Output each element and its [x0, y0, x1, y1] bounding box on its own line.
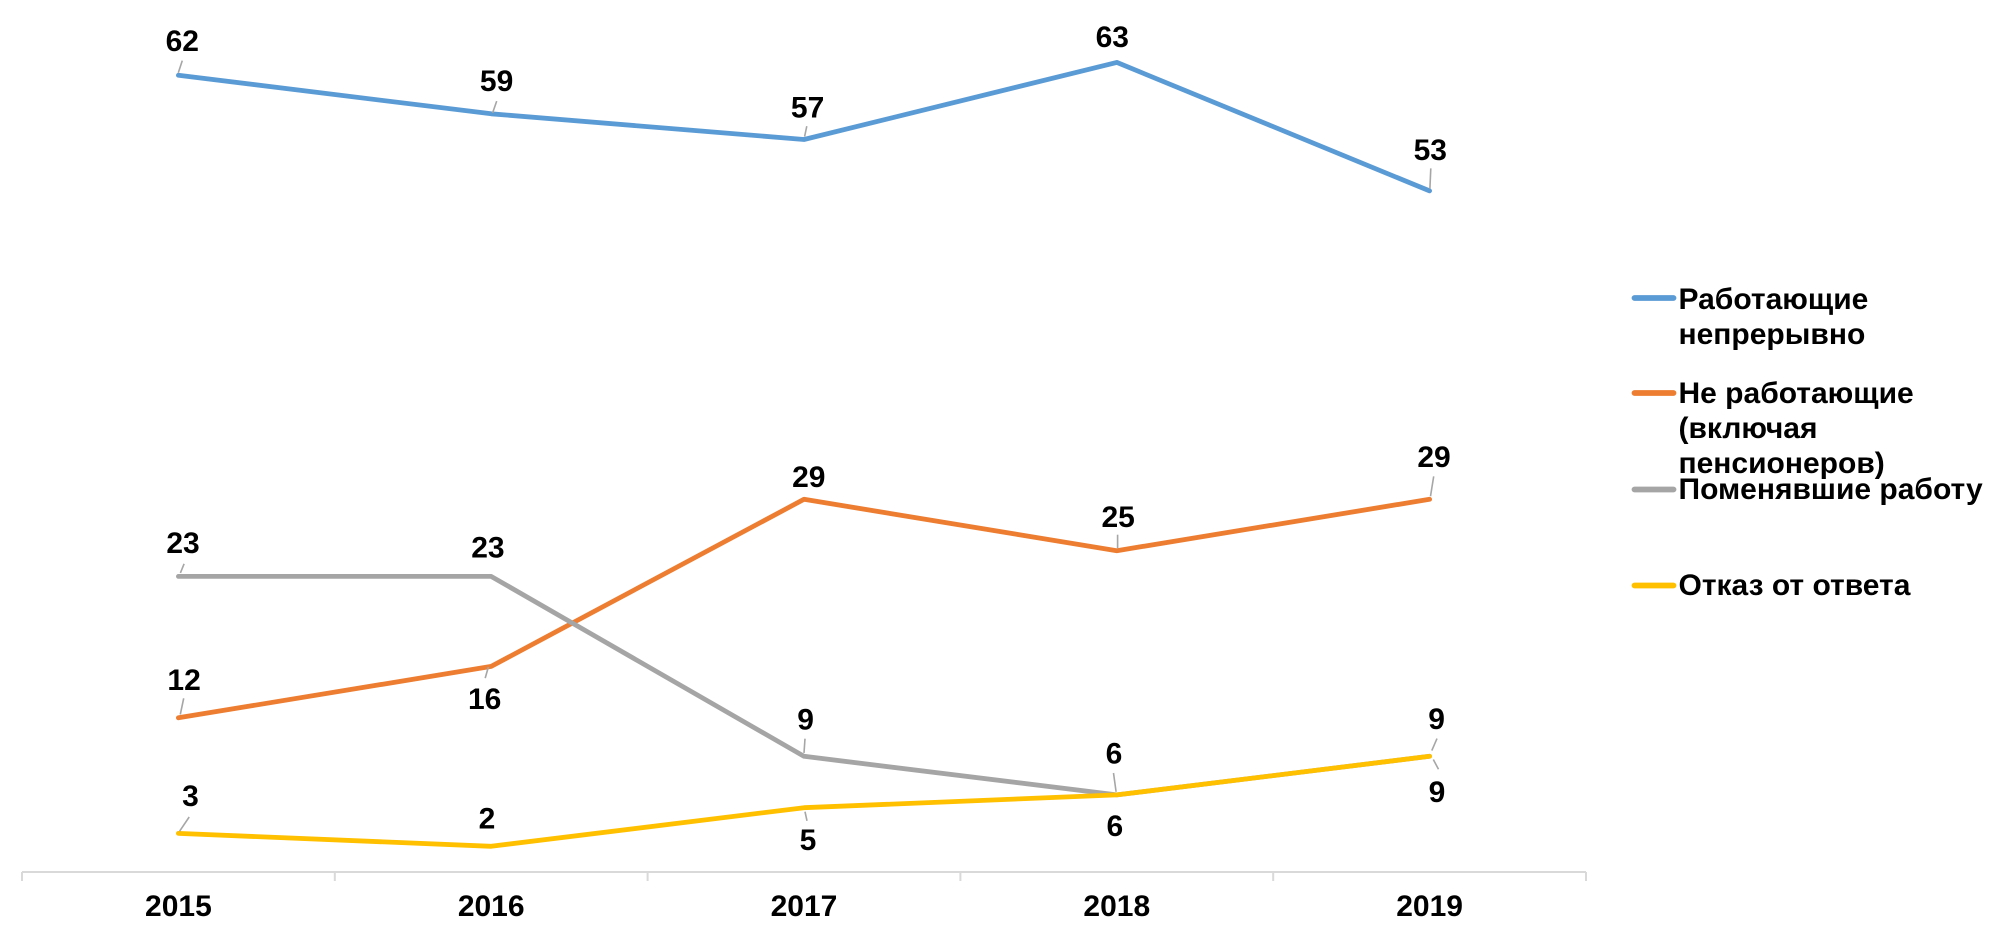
svg-text:62: 62 [166, 25, 199, 58]
svg-text:6: 6 [1106, 810, 1123, 843]
svg-text:2: 2 [479, 803, 496, 836]
svg-text:29: 29 [792, 461, 825, 494]
svg-text:25: 25 [1102, 501, 1135, 534]
svg-text:Поменявшие работу: Поменявшие работу [1679, 473, 1983, 506]
svg-text:2017: 2017 [771, 890, 838, 923]
svg-text:6: 6 [1106, 738, 1123, 771]
svg-text:23: 23 [471, 531, 504, 564]
svg-text:пенсионеров): пенсионеров) [1679, 447, 1885, 480]
svg-text:непрерывно: непрерывно [1679, 318, 1866, 351]
svg-text:63: 63 [1096, 21, 1129, 54]
svg-text:Работающие: Работающие [1679, 283, 1869, 316]
svg-text:2016: 2016 [458, 890, 525, 923]
svg-text:Не работающие: Не работающие [1679, 377, 1914, 410]
svg-text:5: 5 [800, 824, 817, 857]
svg-text:3: 3 [182, 780, 199, 813]
svg-text:59: 59 [480, 65, 513, 98]
svg-text:2019: 2019 [1396, 890, 1463, 923]
svg-text:53: 53 [1414, 134, 1447, 167]
svg-text:23: 23 [166, 527, 199, 560]
svg-text:16: 16 [468, 683, 501, 716]
svg-text:9: 9 [1428, 703, 1445, 736]
svg-text:12: 12 [167, 664, 200, 697]
svg-text:57: 57 [791, 92, 824, 125]
svg-text:29: 29 [1417, 441, 1450, 474]
svg-text:Отказ от ответа: Отказ от ответа [1679, 569, 1911, 602]
svg-text:2015: 2015 [145, 890, 212, 923]
svg-text:9: 9 [797, 704, 814, 737]
svg-text:2018: 2018 [1083, 890, 1150, 923]
svg-text:9: 9 [1429, 776, 1446, 809]
svg-text:(включая: (включая [1679, 412, 1818, 445]
